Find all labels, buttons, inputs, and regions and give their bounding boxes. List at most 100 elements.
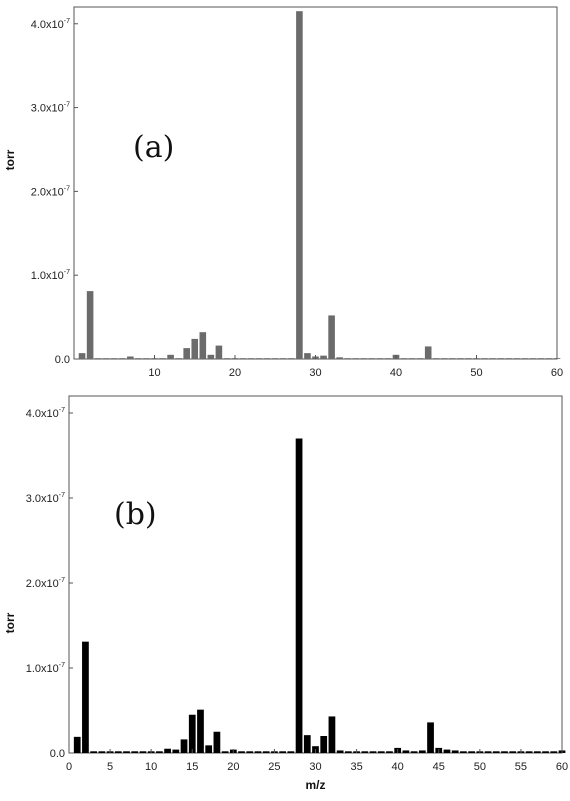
x-tick-label: 35	[350, 761, 362, 773]
bar	[481, 358, 488, 359]
bar	[542, 751, 549, 753]
bar	[336, 750, 344, 753]
bar	[143, 358, 150, 359]
bar	[328, 716, 336, 753]
bar	[304, 353, 311, 359]
bar	[521, 358, 529, 359]
y-tick-label: 2.0x10-7	[31, 185, 70, 198]
y-tick-label: 3.0x10-7	[31, 102, 70, 115]
bar	[127, 356, 134, 359]
bar	[199, 332, 207, 359]
bar	[344, 358, 351, 359]
bar	[492, 751, 500, 753]
x-tick-label: 20	[227, 761, 239, 773]
bar	[361, 751, 369, 753]
bar	[328, 315, 335, 359]
x-tick-label: 60	[556, 761, 568, 773]
x-tick-label: 55	[515, 761, 527, 773]
x-tick-label: 50	[470, 367, 482, 379]
bar	[501, 751, 508, 753]
bar	[279, 751, 286, 753]
bar	[262, 751, 270, 753]
bar	[416, 358, 424, 359]
plot-frame	[73, 6, 558, 360]
bar	[465, 358, 472, 359]
bar	[376, 358, 384, 359]
x-tick-label: 5	[107, 761, 113, 773]
y-tick-label: 2.0x10-7	[26, 577, 65, 590]
bar	[98, 751, 106, 753]
x-tick-label: 40	[390, 367, 402, 379]
bar	[287, 751, 295, 753]
bar	[82, 641, 89, 753]
bar	[408, 358, 416, 359]
bar	[441, 358, 448, 359]
bar	[295, 438, 303, 753]
bar	[505, 358, 512, 359]
bar	[215, 345, 223, 359]
x-tick-label: 40	[392, 761, 404, 773]
bar	[191, 338, 199, 359]
bar	[345, 751, 352, 753]
bar	[525, 751, 533, 753]
bar	[360, 358, 368, 359]
bar	[449, 358, 456, 359]
bar	[255, 358, 263, 359]
bar	[213, 731, 221, 753]
y-tick-label: 1.0x10-7	[31, 269, 70, 282]
bar	[402, 750, 410, 753]
y-axis-label: torr	[3, 149, 17, 170]
bar	[432, 358, 440, 359]
bar	[377, 751, 385, 753]
panel-label: (a)	[133, 130, 174, 165]
y-tick-label: 0.0	[55, 354, 70, 366]
y-tick-label: 4.0x10-7	[26, 407, 65, 420]
chart-panel-a: 10 20 30 40 50 60 0.0 1.0x10-7 2.0x10-7 3.0x10-7 4…	[3, 6, 563, 379]
bar	[509, 751, 517, 753]
bar	[247, 358, 255, 359]
x-tick-label: 30	[309, 761, 321, 773]
bar	[386, 751, 393, 753]
bar	[400, 358, 408, 359]
bar	[102, 358, 110, 359]
chart-panel-b: 0 5 10 15 20 25 30 35 40 45 50 55 60 0.0 1.0x10-7 2.0x1…	[3, 395, 568, 792]
bar	[221, 751, 229, 753]
panel-label: (b)	[114, 497, 157, 532]
bar	[489, 358, 496, 359]
bar	[110, 358, 118, 359]
bar	[164, 748, 171, 753]
bar	[418, 750, 426, 753]
bar	[529, 358, 537, 359]
bar	[205, 745, 213, 753]
bar	[550, 751, 558, 753]
bar	[207, 354, 215, 359]
bar	[159, 358, 166, 359]
bar	[384, 358, 392, 359]
bar	[457, 358, 464, 359]
x-tick-label: 45	[433, 761, 445, 773]
bar	[223, 358, 231, 359]
x-tick-label: 20	[229, 367, 241, 379]
bar	[180, 739, 188, 753]
bar	[131, 751, 139, 753]
bar	[427, 722, 434, 753]
bar	[167, 354, 174, 359]
bar	[484, 751, 492, 753]
bar	[424, 346, 432, 359]
bar	[369, 751, 377, 753]
bar	[320, 355, 327, 359]
bar	[183, 348, 190, 359]
bar	[280, 358, 287, 359]
y-axis-label: torr	[3, 612, 17, 633]
bar	[114, 751, 122, 753]
bar	[352, 358, 360, 359]
bar	[497, 358, 504, 359]
bar	[156, 751, 163, 753]
bar	[443, 749, 451, 753]
bar	[172, 749, 180, 753]
bar	[296, 11, 303, 359]
bar	[119, 358, 126, 359]
bar	[468, 751, 475, 753]
bar	[288, 358, 295, 359]
